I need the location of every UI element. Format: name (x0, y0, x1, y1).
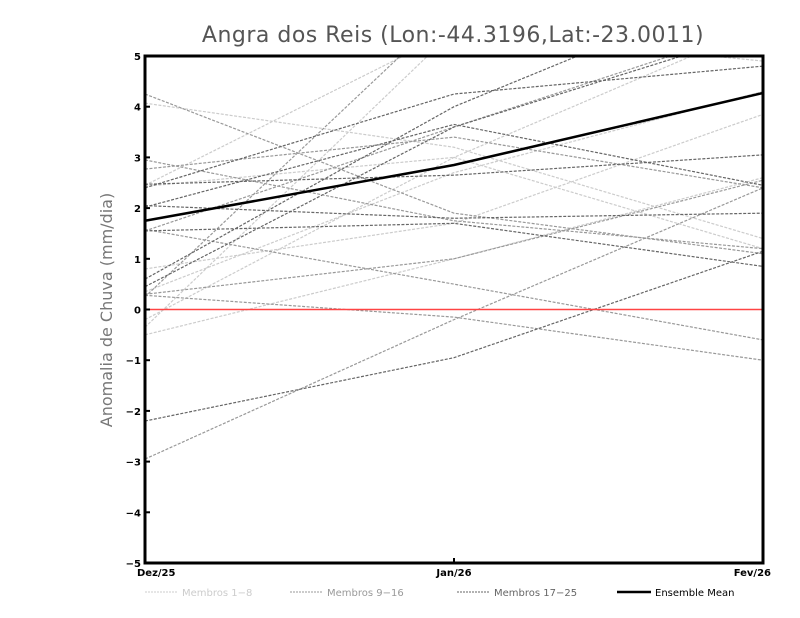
chart-title: Angra dos Reis (Lon:-44.3196,Lat:-23.001… (202, 23, 704, 48)
x-tick-label: Dez/25 (137, 568, 176, 579)
y-tick-label: −3 (126, 458, 141, 469)
member-line-m13 (145, 56, 402, 298)
y-tick-label: −4 (126, 508, 141, 519)
legend-label: Ensemble Mean (655, 588, 734, 599)
member-line-m17 (145, 204, 763, 219)
member-line-m14 (145, 187, 763, 460)
y-tick-label: −2 (126, 407, 141, 418)
member-line-m24 (145, 294, 763, 361)
member-line-m19 (145, 154, 763, 185)
member-line-m9 (145, 93, 763, 255)
legend-label: Membros 17−25 (494, 588, 577, 599)
member-line-m3 (145, 113, 763, 270)
x-axis-ticks: Dez/25 Jan/26 Fev/26 (137, 558, 771, 579)
member-line-m12 (145, 179, 763, 295)
member-line-m11 (145, 159, 763, 250)
member-line-m1 (145, 102, 763, 240)
y-tick-label: −5 (126, 559, 141, 570)
x-tick-label: Fev/26 (734, 568, 771, 579)
member-line-m25 (145, 222, 763, 267)
y-tick-label: 2 (134, 204, 141, 215)
y-tick-label: 3 (134, 153, 141, 164)
member-line-m7 (145, 56, 429, 328)
y-tick-label: 1 (134, 255, 141, 266)
member-line-m22 (145, 56, 684, 288)
member-line-m21 (145, 56, 580, 280)
y-tick-label: 5 (134, 52, 141, 63)
member-line-m5 (145, 90, 763, 293)
y-tick-label: −1 (126, 356, 141, 367)
member-line-m4 (145, 56, 694, 321)
legend: Membros 1−8 Membros 9−16 Membros 17−25 Ense… (145, 588, 734, 599)
member-line-m18 (145, 123, 763, 208)
member-line-m8 (145, 56, 763, 186)
legend-label: Membros 1−8 (182, 588, 252, 599)
y-tick-label: 4 (134, 103, 141, 114)
member-lines (145, 56, 763, 460)
member-line-m20 (145, 250, 763, 422)
member-line-m10 (145, 228, 763, 341)
legend-label: Membros 9−16 (327, 588, 404, 599)
x-tick-label: Jan/26 (435, 568, 471, 579)
y-axis-ticks: −5 −4 −3 −2 −1 0 1 2 3 4 5 (126, 52, 150, 570)
member-line-m15 (145, 136, 763, 189)
ensemble-mean-line (144, 91, 764, 223)
y-axis-label: Anomalia de Chuva (mm/dia) (97, 193, 116, 427)
y-tick-label: 0 (134, 306, 141, 317)
